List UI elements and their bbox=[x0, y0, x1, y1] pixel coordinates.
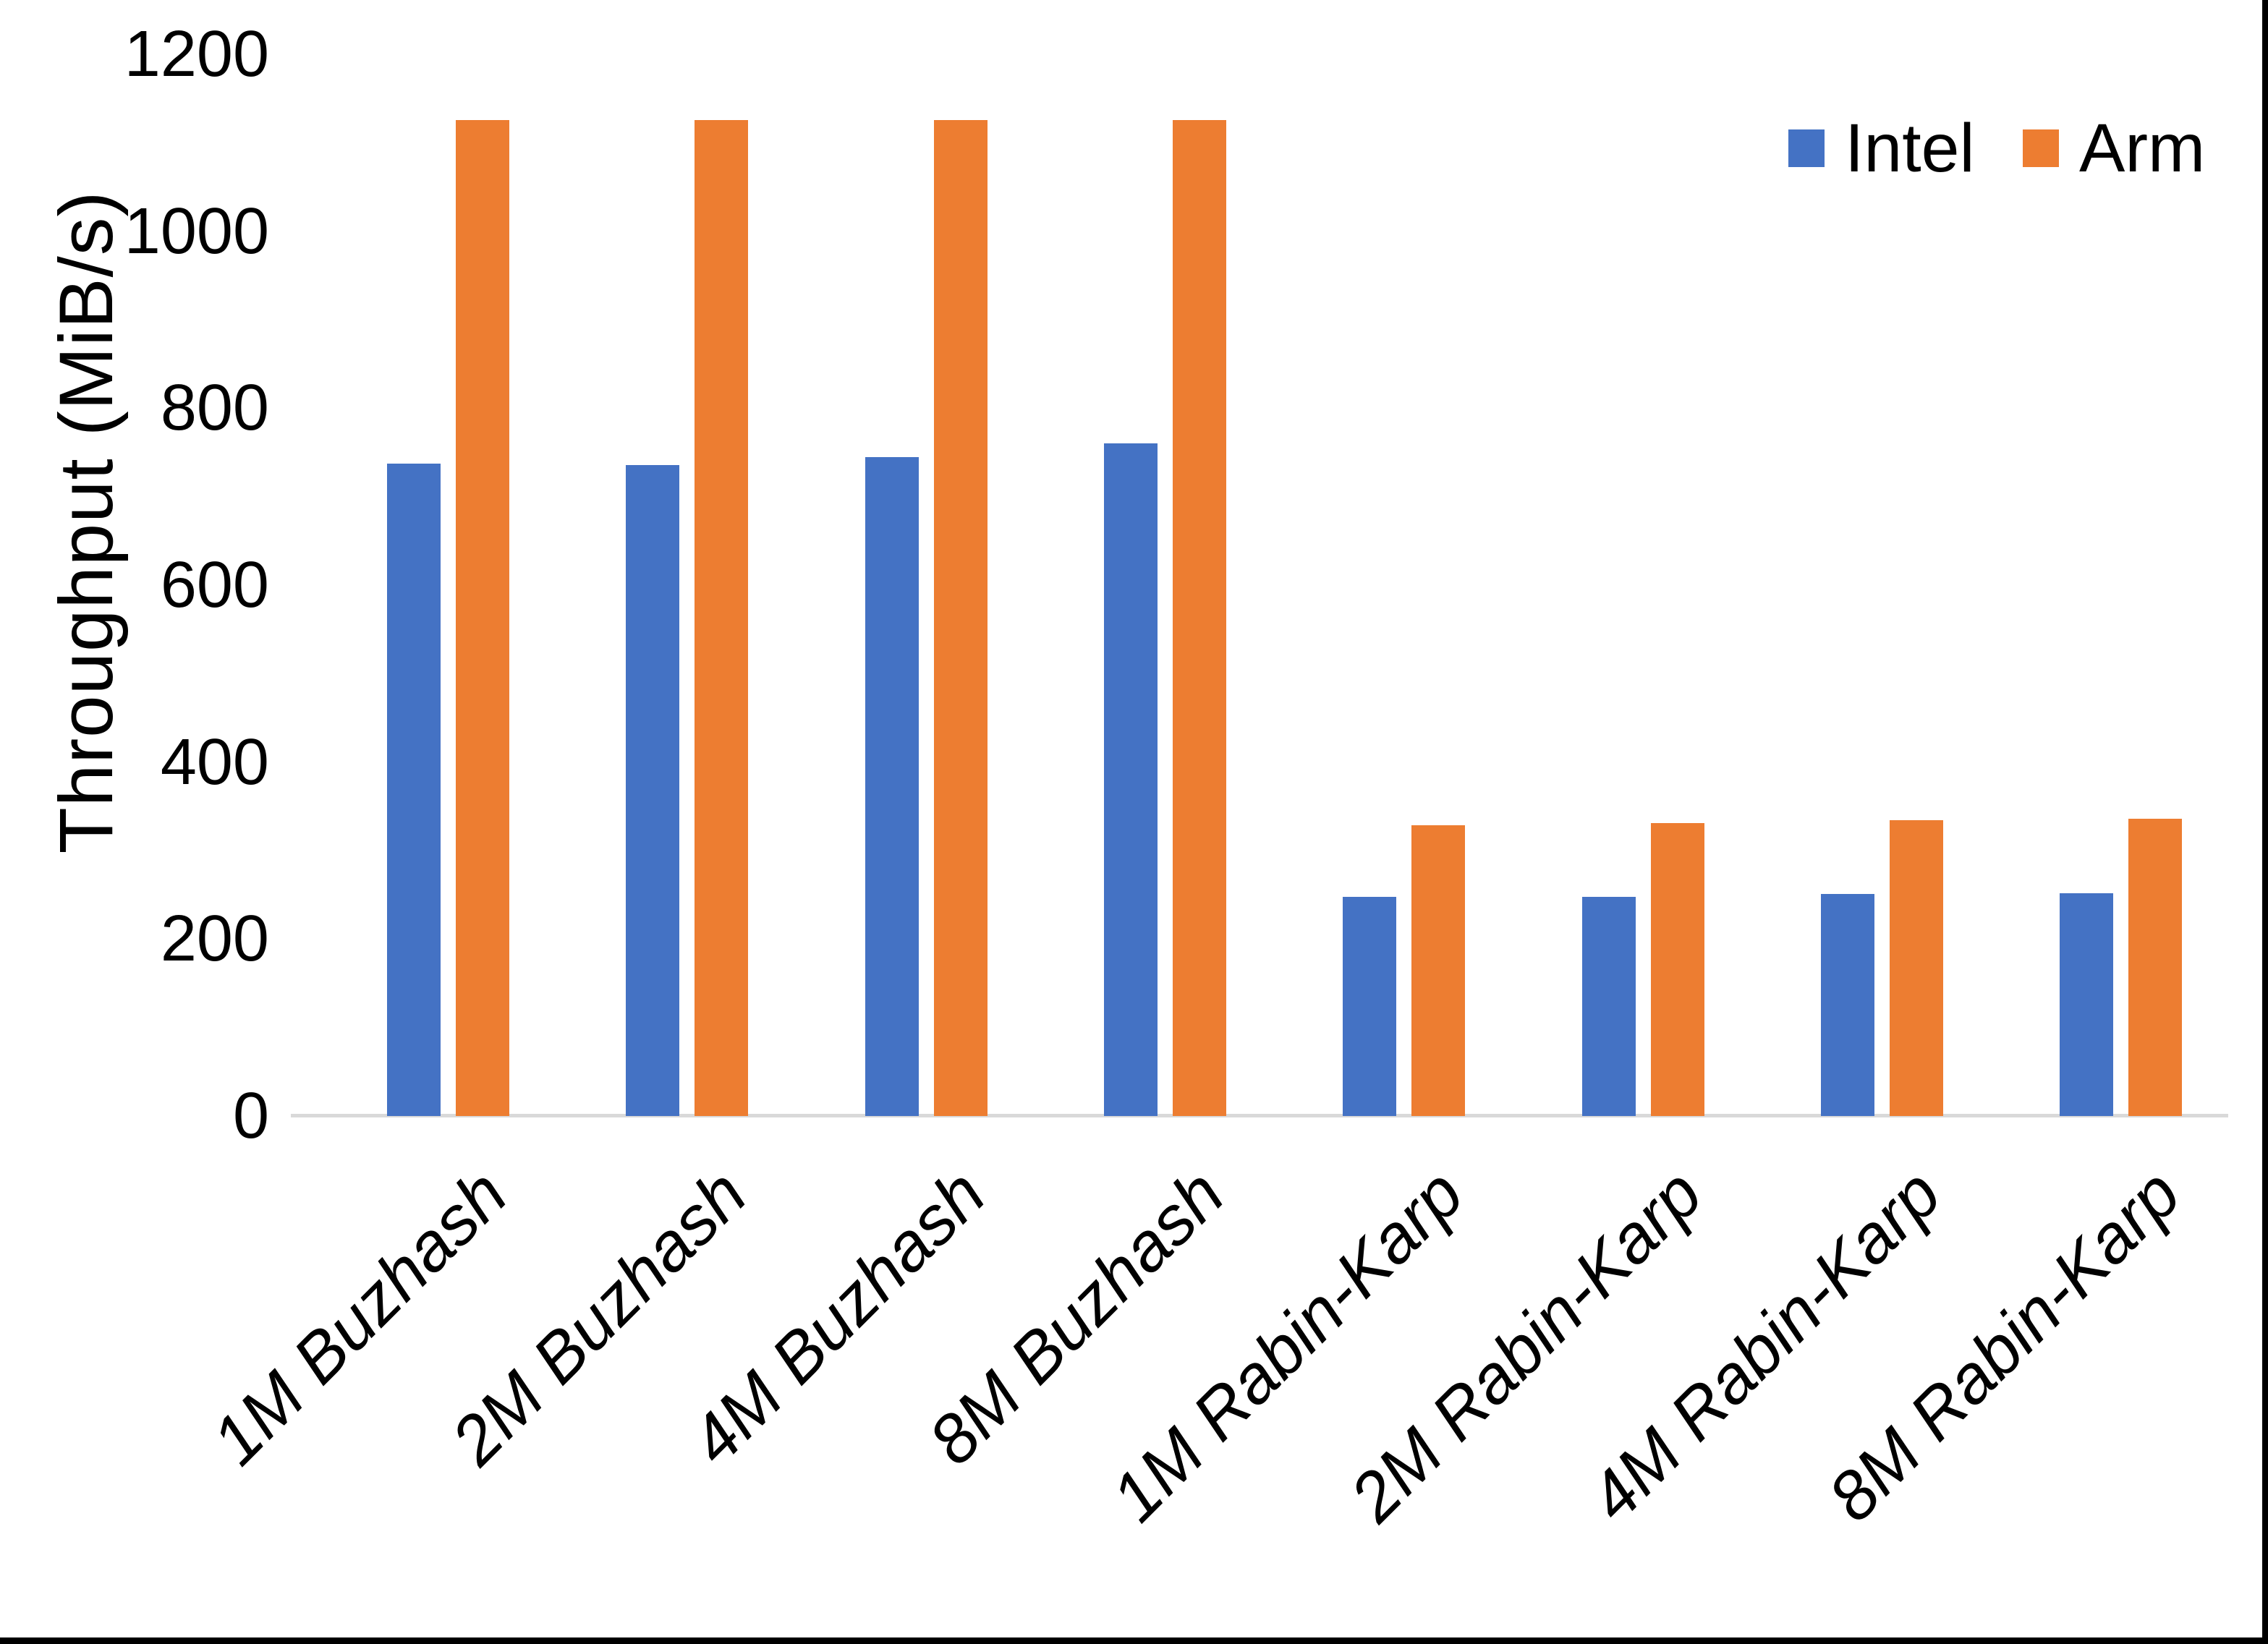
bar-arm-8m-rabin-karp bbox=[2128, 818, 2183, 1116]
y-tick-label-1000: 1000 bbox=[124, 195, 269, 268]
bar-intel-8m-buzhash bbox=[1103, 443, 1158, 1116]
legend-swatch-intel bbox=[1788, 129, 1825, 167]
y-tick-label-600: 600 bbox=[160, 549, 269, 621]
bar-arm-1m-buzhash bbox=[456, 119, 509, 1116]
bar-intel-8m-rabin-karp bbox=[2060, 893, 2114, 1116]
legend-label-arm: Arm bbox=[2079, 109, 2206, 187]
bar-intel-2m-buzhash bbox=[626, 464, 680, 1116]
bar-intel-4m-rabin-karp bbox=[1820, 893, 1874, 1116]
x-axis-baseline bbox=[291, 1114, 2228, 1117]
bar-arm-8m-buzhash bbox=[1172, 119, 1226, 1116]
bar-arm-1m-rabin-karp bbox=[1411, 825, 1466, 1116]
y-tick-label-0: 0 bbox=[232, 1080, 269, 1152]
bar-arm-4m-rabin-karp bbox=[1889, 820, 1943, 1116]
y-tick-label-400: 400 bbox=[160, 725, 269, 798]
legend-item-intel: Intel bbox=[1788, 114, 1975, 182]
bar-arm-2m-rabin-karp bbox=[1650, 823, 1704, 1116]
legend-swatch-arm bbox=[2023, 129, 2059, 167]
bar-intel-1m-rabin-karp bbox=[1343, 896, 1397, 1116]
y-tick-label-200: 200 bbox=[160, 903, 269, 976]
legend-item-arm: Arm bbox=[2023, 114, 2205, 182]
screenshot-right-border bbox=[2262, 0, 2268, 1644]
y-tick-label-800: 800 bbox=[160, 372, 269, 445]
y-tick-label-1200: 1200 bbox=[124, 18, 269, 90]
bar-intel-1m-buzhash bbox=[387, 464, 441, 1116]
bar-arm-2m-buzhash bbox=[695, 119, 749, 1116]
bar-intel-4m-buzhash bbox=[865, 456, 919, 1116]
legend-label-intel: Intel bbox=[1845, 109, 1975, 187]
bar-arm-4m-buzhash bbox=[933, 119, 988, 1116]
bar-intel-2m-rabin-karp bbox=[1581, 896, 1636, 1116]
screenshot-bottom-border bbox=[0, 1637, 2268, 1644]
